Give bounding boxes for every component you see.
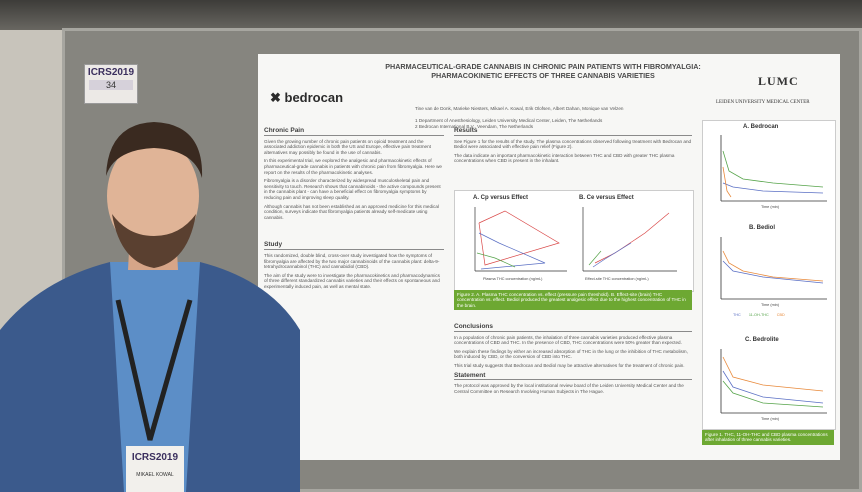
affiliation: 2 Bedrocan International B.V., Veendam, …	[415, 124, 533, 129]
paragraph: In this experimental trial, we explored …	[264, 158, 442, 175]
face	[107, 138, 199, 254]
plot-lines	[474, 207, 677, 272]
poster-title: PHARMACEUTICAL-GRADE CANNABIS IN CHRONIC…	[385, 62, 701, 80]
institution-name: LEIDEN UNIVERSITY MEDICAL CENTER	[716, 100, 810, 105]
authors: Tine van de Donk, Marieke Niesters, Mika…	[415, 106, 624, 111]
panel-title: B. Ce versus Effect	[579, 195, 634, 201]
badge-event: ICRS2019	[87, 67, 135, 78]
paragraph: In a population of chronic pain patients…	[454, 334, 682, 346]
paragraph: Given the growing number of chronic pain…	[264, 138, 431, 155]
paragraph: This trial study suggests that Bedrocan …	[454, 362, 685, 368]
figure-caption: Figure 2. A. Plasma THC concentration vs…	[454, 290, 692, 311]
hair	[106, 122, 203, 178]
x-axis-label: Plasma THC concentration (ng/mL)	[483, 277, 543, 281]
middle-column: Results See Figure 1 for the results of …	[454, 124, 692, 167]
figure-2-plots	[474, 207, 677, 272]
legend: THC 11-OH-THC CBD	[733, 313, 785, 317]
paragraph: We explain these findings by either an i…	[454, 348, 688, 360]
legend-entry: CBD	[776, 313, 785, 317]
paragraph: The protocol was approved by the local i…	[454, 383, 684, 394]
plot-lines	[720, 135, 827, 414]
paragraph: See Figure 1 for the results of the stud…	[454, 138, 692, 150]
panel-title: A. Cp versus Effect	[473, 195, 529, 201]
section-heading: Study	[264, 242, 444, 250]
name-badge	[126, 446, 184, 492]
institution-abbr: LUMC	[758, 74, 799, 88]
paragraph: This randomized, double blind, cross-ove…	[264, 252, 440, 270]
figure-1: A. Bedrocan B. Bediol C. Bedrolite Time …	[702, 120, 836, 430]
logo: ✖ bedrocan	[270, 90, 344, 105]
shirt	[110, 262, 200, 492]
name-badge-name: MIKAEL KOWAL	[136, 472, 174, 478]
poster: PHARMACEUTICAL-GRADE CANNABIS IN CHRONIC…	[258, 54, 840, 460]
figure-1-plots	[720, 135, 827, 414]
paragraph: The data indicate an important pharmacok…	[454, 152, 675, 164]
legend-entry: 11-OH-THC	[748, 313, 769, 317]
left-column: Chronic Pain Given the growing number of…	[264, 124, 444, 292]
middle-column-lower: Conclusions In a population of chronic p…	[454, 320, 692, 397]
name-badge-event: ICRS2019	[132, 452, 179, 463]
paragraph: Fibromyalgia is a disorder characterized…	[264, 178, 441, 200]
panel-title: A. Bedrocan	[743, 124, 779, 130]
beard	[112, 214, 196, 268]
logo-text: bedrocan	[284, 90, 344, 105]
x-axis-label: Effect-site THC concentration (ng/mL)	[585, 277, 649, 281]
legend-entry: THC	[733, 313, 741, 317]
x-axis-label: Time (min)	[761, 303, 779, 307]
affiliation: 1 Department of Anesthesiology, Leiden U…	[415, 118, 603, 123]
section-heading: Results	[454, 127, 692, 136]
panel-title: C. Bedrolite	[745, 337, 779, 343]
section-heading: Statement	[454, 372, 692, 381]
paragraph: Although cannabis has not been establish…	[264, 203, 439, 220]
paragraph: The aim of the study were to investigate…	[264, 272, 440, 289]
section-heading: Chronic Pain	[264, 127, 444, 136]
lanyard	[115, 299, 193, 441]
x-axis-label: Time (min)	[761, 417, 779, 421]
panel-title: B. Bediol	[749, 225, 776, 231]
badge-number: 34	[89, 80, 133, 90]
section-heading: Conclusions	[454, 323, 692, 332]
board-badge: ICRS2019 34	[84, 64, 138, 104]
x-axis-label: Time (min)	[761, 205, 779, 209]
figure-caption: Figure 1. THC, 11-OH-THC and CBD plasma …	[702, 430, 834, 445]
